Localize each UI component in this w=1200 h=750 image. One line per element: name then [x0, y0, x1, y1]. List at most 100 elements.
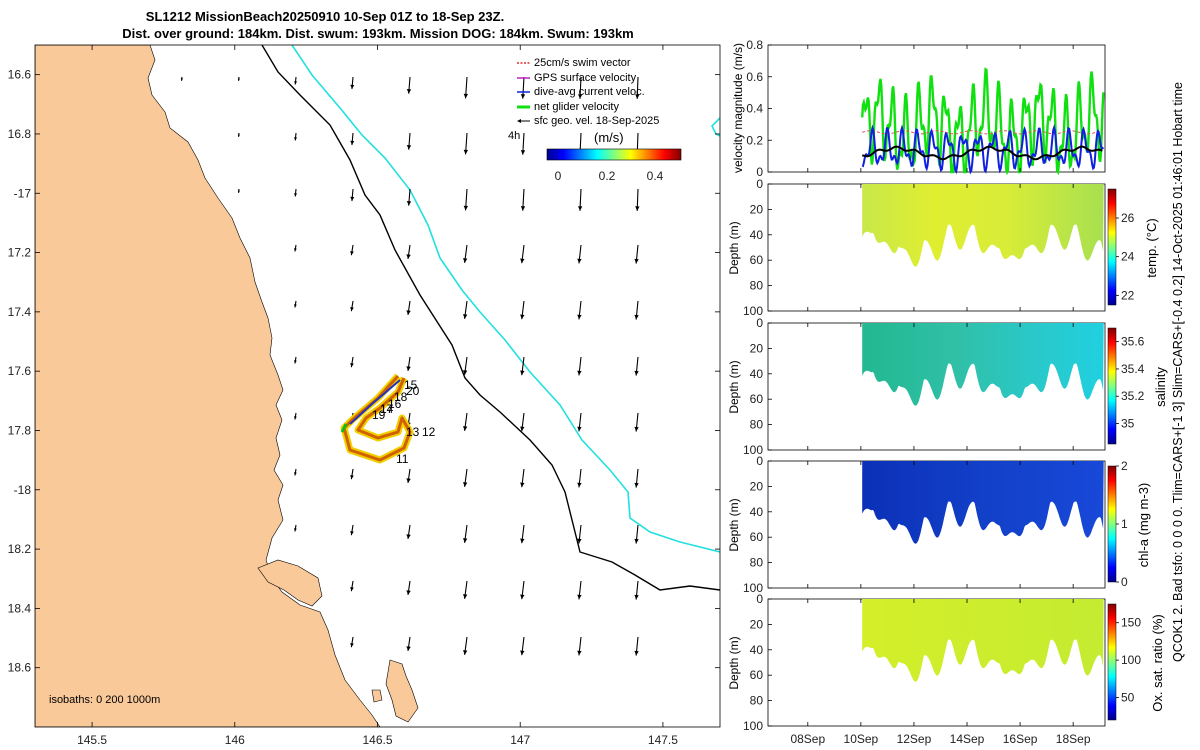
temperature-panel: 0 20 40 60 80 100 Depth (m) 26 24 22 temp. (°C)	[727, 177, 1159, 318]
map-xtick-label: 146	[225, 733, 245, 747]
oxygen-ytick-label: 100	[743, 719, 763, 733]
velocity-series	[861, 67, 1105, 176]
geo-arrow-head	[520, 94, 526, 99]
geo-arrow-head	[577, 538, 582, 544]
legend-note: 4h	[508, 130, 520, 142]
temperature-cbar-tick-label: 24	[1121, 250, 1135, 264]
chlorophyll-ytick-label: 80	[750, 556, 764, 570]
salinity-cbar-tick-label: 35.2	[1121, 389, 1145, 403]
salinity-panel: 0 20 40 60 80 100 Depth (m) 35.6 35.4 35.2 35 sa…	[727, 316, 1168, 457]
temperature-ytick-label: 80	[750, 279, 764, 293]
track-net-vector	[340, 423, 348, 433]
geo-arrow-head	[577, 314, 582, 320]
track-day-label: 11	[396, 452, 409, 466]
oxygen-section	[862, 599, 1104, 682]
map-ytick-label: 18.6	[8, 661, 32, 675]
cbar-tick-2: 0.4	[647, 169, 664, 183]
salinity-section	[862, 323, 1104, 406]
geo-arrow-head	[578, 94, 583, 99]
vel-ytick-label: 0.6	[746, 70, 763, 84]
geo-arrow-head	[577, 650, 582, 656]
time-tick-label: 12Sep	[897, 732, 932, 746]
geo-arrow-head	[463, 482, 468, 487]
salinity-ytick-label: 20	[750, 341, 764, 355]
track-day-label: 17	[380, 402, 394, 416]
track-core	[342, 374, 412, 462]
geo-arrow-head	[634, 426, 639, 432]
vel-ytick-label: 0.8	[746, 38, 763, 52]
geo-arrow-head	[577, 258, 582, 264]
vel-series-sfc	[861, 145, 1103, 161]
salinity-ytick-label: 80	[750, 418, 764, 432]
geo-arrow-head	[350, 196, 355, 202]
legend-sfc: sfc geo. vel. 18-Sep-2025	[534, 115, 659, 127]
chlorophyll-cbar-label: chl-a (mg m-3)	[1136, 483, 1151, 568]
salinity-ytick-label: 60	[750, 392, 764, 406]
side-label: QCOK1 2. Bad tsfo: 0 0 0 0. Tlim=CARS+[-…	[1171, 82, 1185, 662]
track-day-label: 18	[394, 390, 408, 404]
vel-ytick-label: 0	[756, 165, 763, 179]
chlorophyll-ytick-label: 20	[750, 479, 764, 493]
coastline-land	[35, 45, 381, 727]
track-day-label: 19	[372, 408, 386, 422]
geo-arrow-head	[293, 304, 297, 308]
temperature-cbar-label: temp. (°C)	[1144, 218, 1159, 277]
chlorophyll-ytick-label: 60	[750, 530, 764, 544]
time-tick-label: 14Sep	[950, 732, 985, 746]
temperature-ytick-label: 20	[750, 202, 764, 216]
map-ytick-label: 18.2	[8, 542, 32, 556]
vel-series-net	[861, 67, 1105, 176]
map-legend: 25cm/s swim vector GPS surface velocity …	[508, 57, 682, 183]
geo-arrow-head	[520, 426, 525, 432]
geo-arrow-head	[463, 538, 468, 543]
geo-arrow-head	[463, 370, 468, 375]
velocity-ylabel: velocity magnitude (m/s)	[731, 43, 745, 173]
salinity-cbar-tick-label: 35.4	[1121, 362, 1145, 376]
island-palm	[385, 659, 419, 723]
speed-colorbar	[546, 148, 682, 161]
salinity-colorbar	[1107, 327, 1117, 445]
map-ytick-label: 17.8	[8, 423, 32, 437]
salinity-cbar-tick-label: 35	[1121, 417, 1135, 431]
oxygen-cbar-tick-label: 150	[1121, 616, 1141, 630]
geo-arrow-head	[180, 78, 183, 81]
track-dac	[349, 379, 401, 425]
geo-arrow-head	[520, 594, 525, 600]
geo-arrow-head	[520, 314, 525, 320]
time-tick-label: 18Sep	[1056, 732, 1091, 746]
temperature-ticks: 0 20 40 60 80 100	[743, 177, 772, 318]
geo-arrow-head	[463, 650, 468, 655]
geo-arrow-head	[294, 137, 298, 141]
geo-arrow-head	[406, 534, 411, 539]
oxygen-panel: 0 20 40 60 80 100 Depth (m) 150 100 50 Ox. sat.…	[727, 592, 1165, 733]
map-ytick-label: -18	[14, 483, 32, 497]
geo-velocity-arrows	[180, 76, 640, 656]
chlorophyll-ticks: 0 20 40 60 80 100	[743, 454, 772, 595]
track-day-label: 20	[406, 384, 420, 398]
geo-arrow-head	[406, 89, 412, 94]
geo-arrow-head	[577, 482, 582, 488]
geo-arrow-head	[293, 248, 297, 252]
track-day-label: 12	[422, 425, 436, 439]
geo-arrow-head	[237, 134, 240, 137]
geo-arrow-head	[350, 140, 355, 146]
salinity-ylabel: Depth (m)	[727, 360, 741, 413]
map-ytick-label: 17.6	[8, 364, 32, 378]
salinity-cbar-label: salinity	[1153, 367, 1168, 407]
geo-arrow-head	[463, 149, 469, 155]
isobath-200m	[261, 45, 720, 591]
chlorophyll-cbar-tick-label: 1	[1121, 517, 1128, 531]
geo-arrow-head	[406, 590, 411, 595]
geo-arrow-head	[634, 370, 639, 376]
geo-arrow-head	[406, 646, 411, 651]
track-day-label: 16	[388, 397, 402, 411]
salinity-ytick-label: 0	[756, 316, 763, 330]
geo-arrow-head	[350, 251, 354, 256]
geo-arrow-head	[578, 206, 583, 211]
geo-arrow-head	[463, 93, 469, 99]
oxygen-ytick-label: 40	[750, 643, 764, 657]
temperature-ytick-label: 0	[756, 177, 763, 191]
track-day-label: 13	[406, 425, 420, 439]
